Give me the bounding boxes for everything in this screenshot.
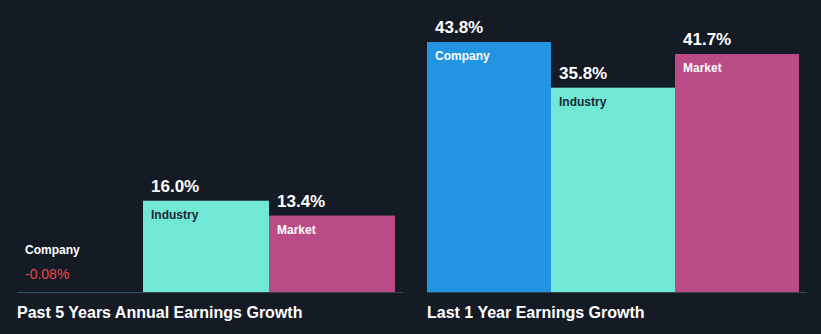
- labels: 43.8% Company 35.8% Industry 41.7% Market: [435, 18, 731, 109]
- panel: -0.08% Company 16.0% Industry 13.4% Market Pas…: [17, 177, 403, 321]
- data-label: 13.4%: [277, 192, 325, 211]
- category-label: Industry: [559, 95, 607, 109]
- labels: -0.08% Company 16.0% Industry 13.4% Market: [25, 177, 325, 282]
- baseline: [17, 292, 403, 293]
- title: Last 1 Year Earnings Growth: [427, 304, 645, 321]
- chart: -0.08% Company 16.0% Industry 13.4% Market Pas…: [0, 0, 821, 334]
- bar: [551, 88, 675, 292]
- bar: [269, 216, 395, 292]
- baseline: [427, 292, 807, 293]
- category-label: Market: [683, 61, 722, 75]
- bars: [427, 42, 799, 292]
- category-label: Market: [277, 223, 316, 237]
- bar: [143, 201, 269, 292]
- data-label: 41.7%: [683, 30, 731, 49]
- panel: 43.8% Company 35.8% Industry 41.7% Market Last…: [427, 18, 807, 321]
- bars: [17, 201, 395, 293]
- category-label: Company: [435, 49, 490, 63]
- data-label: 16.0%: [151, 177, 199, 196]
- data-label: 43.8%: [435, 18, 483, 37]
- category-label: Company: [25, 243, 80, 257]
- data-label: -0.08%: [25, 266, 69, 282]
- data-label: 35.8%: [559, 64, 607, 83]
- bar: [17, 292, 143, 293]
- category-label: Industry: [151, 208, 199, 222]
- bar: [675, 54, 799, 292]
- bar: [427, 42, 551, 292]
- title: Past 5 Years Annual Earnings Growth: [17, 304, 302, 321]
